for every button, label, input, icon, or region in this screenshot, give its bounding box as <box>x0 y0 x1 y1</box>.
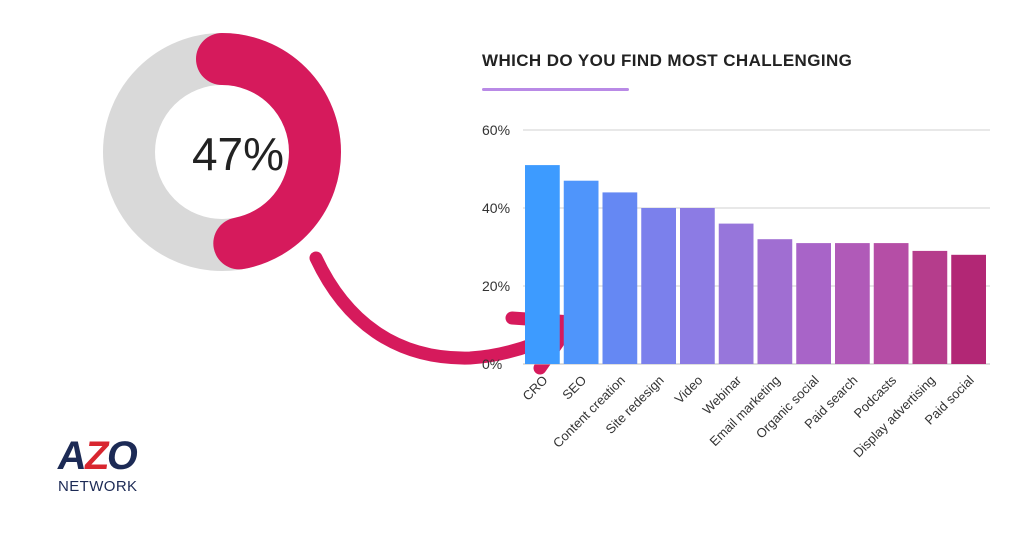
bar <box>602 192 638 364</box>
title-underline <box>482 88 629 91</box>
logo-subtitle: NETWORK <box>58 478 138 495</box>
bar <box>718 223 754 364</box>
bar <box>912 250 948 364</box>
bar <box>525 165 560 364</box>
bars <box>525 165 986 364</box>
donut-fill <box>103 33 341 271</box>
chart-title: WHICH DO YOU FIND MOST CHALLENGING <box>482 51 853 70</box>
bar <box>873 243 909 364</box>
bar <box>680 208 715 364</box>
bar <box>951 254 986 364</box>
x-tick-label: SEO <box>559 373 589 403</box>
y-tick-label: 20% <box>482 278 510 294</box>
bar <box>563 180 599 364</box>
y-tick-label: 0% <box>482 356 502 372</box>
y-axis-ticks: 0% 20% 40% 60% <box>482 122 510 372</box>
bar <box>757 239 793 364</box>
x-tick-label: CRO <box>519 373 550 404</box>
y-tick-label: 40% <box>482 200 510 216</box>
donut-chart: 47% <box>103 33 341 271</box>
bar <box>641 208 676 364</box>
donut-value-label: 47% <box>192 128 284 180</box>
bar <box>835 243 870 364</box>
x-tick-label: Video <box>672 373 706 407</box>
grid-lines <box>523 129 990 365</box>
y-tick-label: 60% <box>482 122 510 138</box>
azo-network-logo: AZO NETWORK <box>54 434 158 495</box>
logo-wordmark: AZO <box>54 434 140 478</box>
bar <box>796 243 831 364</box>
